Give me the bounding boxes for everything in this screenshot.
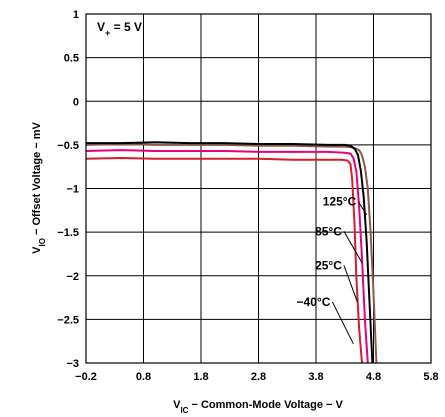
y-tick-label: 0.5	[64, 53, 79, 65]
y-tick-label: 0	[73, 96, 79, 108]
series-line	[85, 157, 363, 364]
x-tick-label: 4.8	[366, 371, 381, 383]
y-tick-label: −0.5	[57, 140, 79, 152]
y-tick-label: 1	[73, 9, 79, 21]
grid	[85, 13, 432, 364]
series-line	[85, 149, 369, 364]
y-tick-label: −2.5	[57, 314, 79, 326]
x-tick-label: 1.8	[193, 371, 208, 383]
plot-frame	[85, 13, 432, 364]
y-tick-label: −1.5	[57, 227, 79, 239]
x-axis-title: VIC − Common-Mode Voltage − V	[173, 399, 343, 415]
leader-lines	[331, 201, 368, 345]
x-tick-label: 2.8	[251, 371, 266, 383]
series-label: 85°C	[315, 224, 342, 238]
series-label: 25°C	[315, 258, 342, 272]
series-label: 125°C	[323, 195, 357, 209]
y-tick-labels: 1 0.5 0 −0.5 −1 −1.5 −2 −2.5 −3	[57, 9, 79, 370]
series-line	[86, 141, 374, 364]
supply-voltage-annotation: V+ = 5 V	[97, 20, 142, 38]
x-tick-label: 0.8	[136, 371, 151, 383]
series-layer	[85, 141, 378, 364]
y-axis-title: VIO − Offset Voltage − mV	[31, 121, 47, 253]
y-tick-label: −1	[66, 184, 79, 196]
series-line	[85, 143, 378, 364]
y-tick-label: −3	[66, 358, 79, 370]
series-label: −40°C	[297, 295, 331, 309]
x-tick-label: 5.8	[423, 371, 438, 383]
x-tick-label: −0.2	[75, 371, 97, 383]
series-leader-line	[331, 301, 354, 345]
x-tick-label: 3.8	[308, 371, 323, 383]
y-tick-label: −2	[66, 271, 79, 283]
series-labels: 125°C 85°C 25°C −40°C	[297, 195, 357, 309]
series-leader-line	[343, 265, 358, 303]
series-leader-line	[357, 201, 368, 215]
x-tick-labels: −0.2 0.8 1.8 2.8 3.8 4.8 5.8	[75, 371, 439, 383]
series-leader-line	[343, 231, 363, 263]
